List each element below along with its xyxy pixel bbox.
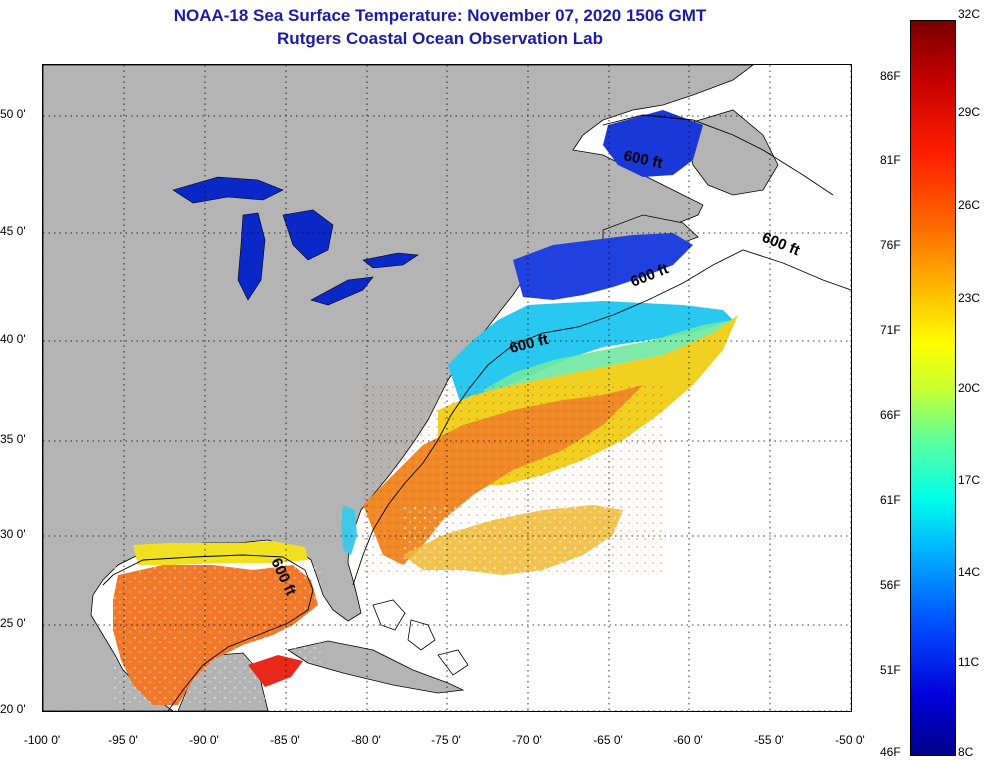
colorbar-fahrenheit-label: 51F [880, 663, 901, 677]
land-newfoundland [682, 109, 779, 196]
sst-gulf-st-lawrence [603, 110, 703, 177]
longitude-tick-label: -60 0' [673, 733, 703, 747]
colorbar-celsius-label: 11C [958, 655, 980, 669]
map-subtitle: Rutgers Coastal Ocean Observation Lab [277, 29, 603, 48]
land-cuba [286, 640, 465, 694]
sst-florida-coast [341, 505, 357, 555]
land-bahamas [372, 599, 469, 676]
longitude-tick-label: -65 0' [593, 733, 623, 747]
longitude-tick-label: -95 0' [108, 733, 138, 747]
latitude-tick-label: 50 0' [0, 107, 26, 121]
temperature-colorbar [910, 20, 956, 756]
lake-ontario [362, 252, 419, 269]
lake-erie [310, 276, 374, 306]
latitude-tick-label: 20 0' [0, 702, 26, 716]
longitude-tick-label: -70 0' [512, 733, 542, 747]
longitude-tick-label: -85 0' [270, 733, 300, 747]
map-title: NOAA-18 Sea Surface Temperature: Novembe… [173, 6, 707, 25]
colorbar-celsius-label: 29C [958, 105, 981, 119]
lake-michigan [237, 212, 266, 301]
lake-superior [172, 176, 284, 204]
contour-600ft-north [602, 114, 834, 196]
sst-gulf-of-maine [513, 233, 693, 300]
colorbar-fahrenheit-label: 86F [880, 69, 901, 83]
longitude-tick-label: -80 0' [351, 733, 381, 747]
colorbar-fahrenheit-label: 71F [880, 323, 901, 337]
cloud-speckle [403, 505, 633, 580]
longitude-tick-label: -55 0' [754, 733, 784, 747]
contour-600ft-atlantic [352, 249, 851, 586]
colorbar-fahrenheit-label: 76F [880, 238, 901, 252]
colorbar-celsius-label: 14C [958, 565, 981, 579]
longitude-tick-label: -50 0' [835, 733, 865, 747]
sst-map[interactable]: 600 ft 600 ft 600 ft 600 ft 600 ft [42, 64, 852, 712]
latitude-tick-label: 25 0' [0, 616, 26, 630]
sst-loop-current [248, 655, 303, 687]
colorbar-fahrenheit-label: 81F [880, 153, 901, 167]
colorbar-celsius-label: 23C [958, 291, 981, 305]
colorbar-fahrenheit-label: 66F [880, 408, 901, 422]
lake-huron [282, 209, 334, 261]
longitude-tick-label: -75 0' [431, 733, 461, 747]
gulf-speckle [113, 565, 323, 705]
latitude-tick-label: 35 0' [0, 432, 26, 446]
colorbar-celsius-label: 32C [958, 7, 981, 21]
sst-gulf-coast-yellow [133, 541, 308, 565]
latitude-tick-label: 40 0' [0, 332, 26, 346]
latitude-tick-label: 45 0' [0, 224, 26, 238]
colorbar-fahrenheit-label: 56F [880, 578, 901, 592]
colorbar-fahrenheit-label: 61F [880, 493, 901, 507]
colorbar-celsius-label: 20C [958, 381, 981, 395]
latitude-tick-label: 30 0' [0, 527, 26, 541]
contour-600ft-gulf [102, 554, 314, 711]
longitude-tick-label: -90 0' [189, 733, 219, 747]
colorbar-celsius-label: 8C [958, 745, 974, 759]
colorbar-celsius-label: 17C [958, 473, 981, 487]
longitude-tick-label: -100 0' [23, 733, 61, 747]
colorbar-fahrenheit-label: 46F [880, 745, 901, 759]
colorbar-celsius-label: 26C [958, 198, 981, 212]
